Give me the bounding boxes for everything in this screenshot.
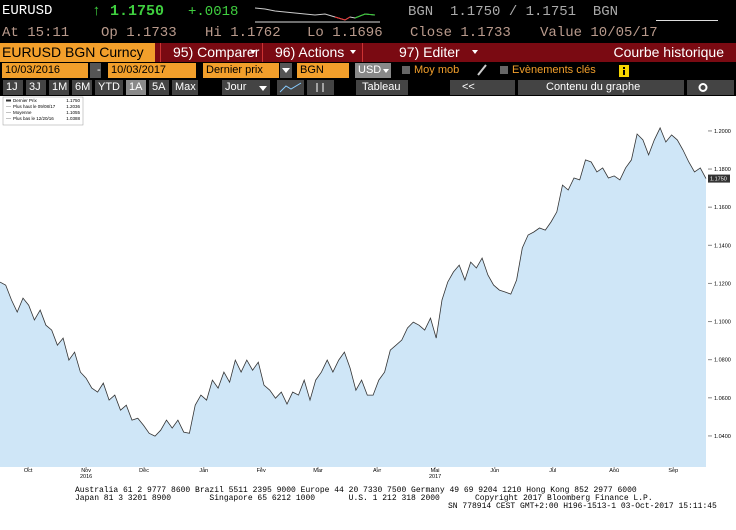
menu-arrow <box>350 50 356 54</box>
y-tick-label: 1.0600 <box>714 396 731 402</box>
legend-value: 1.1750 <box>66 98 80 103</box>
menu-arrow <box>250 50 256 54</box>
x-tick-label: Jun <box>490 468 499 474</box>
y-tick-label: 1.1800 <box>714 167 731 173</box>
chart-type-buttons[interactable] <box>277 80 337 95</box>
y-tick-label: 1.1000 <box>714 320 731 326</box>
x-tick-label: Nov <box>81 468 91 474</box>
x-tick-label: Oct <box>24 468 33 474</box>
y-tick-label: 1.2000 <box>714 129 731 135</box>
key-events[interactable]: Evènements clés <box>512 64 596 76</box>
legend-name: Moyenne <box>13 110 32 115</box>
pen-icon[interactable] <box>476 63 488 77</box>
settings[interactable] <box>687 80 734 95</box>
last-price: ↑ 1.1750 <box>92 3 165 20</box>
x-tick-label: Déc <box>139 468 149 474</box>
period-button[interactable]: Max <box>172 80 198 95</box>
currency-arrow <box>383 69 389 73</box>
frequency[interactable]: Jour <box>222 80 270 95</box>
x-tick-label: Aoû <box>609 468 619 474</box>
currency[interactable]: USD <box>355 63 391 78</box>
time: At 15:11 <box>2 25 70 41</box>
source[interactable]: BGN <box>297 63 349 78</box>
x-year-label: 2017 <box>429 474 441 480</box>
area <box>0 127 706 468</box>
x-tick-label: Mar <box>313 468 323 474</box>
menu-bar <box>0 43 736 62</box>
y-tick-label: 1.0400 <box>714 434 731 440</box>
legend-value: 1.0388 <box>66 116 80 121</box>
footer-text: Australia 61 2 9777 8600 Brazil 5511 239… <box>75 486 637 495</box>
x-year-label: 2016 <box>80 474 92 480</box>
legend-name: Dernier Prix <box>13 98 38 103</box>
period-button[interactable]: 1A <box>126 80 146 95</box>
start-date[interactable]: 10/03/2016 <box>2 63 88 78</box>
period-button[interactable]: 6M <box>72 80 92 95</box>
last-price-tag <box>708 174 730 183</box>
period-button[interactable]: 3J <box>26 80 46 95</box>
y-tick-label: 1.1400 <box>714 243 731 249</box>
legend-name: Plus bas le 12/20/16 <box>13 116 54 121</box>
y-tick-label: 1.0800 <box>714 358 731 364</box>
menu-item[interactable]: 95) Comparer <box>160 43 259 62</box>
change: +.0018 <box>188 4 239 20</box>
table-button[interactable]: Tableau <box>356 80 408 95</box>
security[interactable]: EURUSD BGN Curncy <box>0 43 155 62</box>
footer-text: Copyright 2017 Bloomberg Finance L.P. <box>475 494 653 503</box>
ticker: EURUSD <box>2 3 53 19</box>
menu-item[interactable]: 97) Editer <box>362 43 480 62</box>
period-button[interactable]: 5A <box>149 80 169 95</box>
bid-ask: BGN 1.1750 / 1.1751 BGN <box>408 4 619 20</box>
checkbox[interactable] <box>402 66 410 74</box>
close: Close 1.1733 <box>410 25 511 41</box>
y-tick-label: 1.1600 <box>714 205 731 211</box>
frequency-arrow <box>259 86 267 91</box>
field[interactable]: Dernier prix <box>203 63 279 78</box>
page-title: Courbe historique <box>613 44 724 60</box>
field-dropdown[interactable] <box>280 63 292 78</box>
legend-value: 1.1055 <box>66 110 80 115</box>
x-tick-label: Jul <box>549 468 556 474</box>
open: Op 1.1733 <box>101 25 177 41</box>
x-tick-label: Mai <box>431 468 440 474</box>
legend-box <box>2 96 84 126</box>
last-price-label: 1.1750 <box>710 177 727 183</box>
calendar-button[interactable] <box>90 63 101 78</box>
menu-item[interactable]: 96) Actions <box>262 43 358 62</box>
footer-text: Japan 81 3 3201 8900 Singapore 65 6212 1… <box>75 494 440 503</box>
legend-name: Plus haut le 09/08/17 <box>13 104 56 109</box>
high: Hi 1.1762 <box>205 25 281 41</box>
period-button[interactable]: YTD <box>95 80 123 95</box>
period-button[interactable]: 1J <box>3 80 23 95</box>
sparkline <box>255 7 380 23</box>
x-tick-label: Avr <box>373 468 381 474</box>
moving-average[interactable]: Moy mob <box>414 64 460 76</box>
date-dash: - <box>97 64 101 76</box>
x-tick-label: Fév <box>257 468 266 474</box>
input-line <box>656 20 718 21</box>
end-date[interactable]: 10/03/2017 <box>108 63 196 78</box>
chart-content[interactable]: Contenu du graphe <box>518 80 684 95</box>
low: Lo 1.1696 <box>307 25 383 41</box>
y-tick-label: 1.1200 <box>714 281 731 287</box>
footer-text: SN 778914 CEST GMT+2:00 H196-1513-1 03-O… <box>448 502 717 511</box>
back-button[interactable]: << <box>450 80 515 95</box>
x-tick-label: Jan <box>199 468 208 474</box>
x-tick-label: Sep <box>668 468 678 474</box>
chart: 1.0400 1.0600 1.0800 1.1000 1.1200 1.1400 1.16… <box>0 96 731 480</box>
value-date: Value 10/05/17 <box>540 25 658 41</box>
line <box>0 126 707 437</box>
checkbox[interactable] <box>500 66 508 74</box>
period-button[interactable]: 1M <box>49 80 69 95</box>
legend-value: 1.2036 <box>66 104 80 109</box>
menu-arrow <box>472 50 478 54</box>
info-icon[interactable] <box>619 65 629 77</box>
